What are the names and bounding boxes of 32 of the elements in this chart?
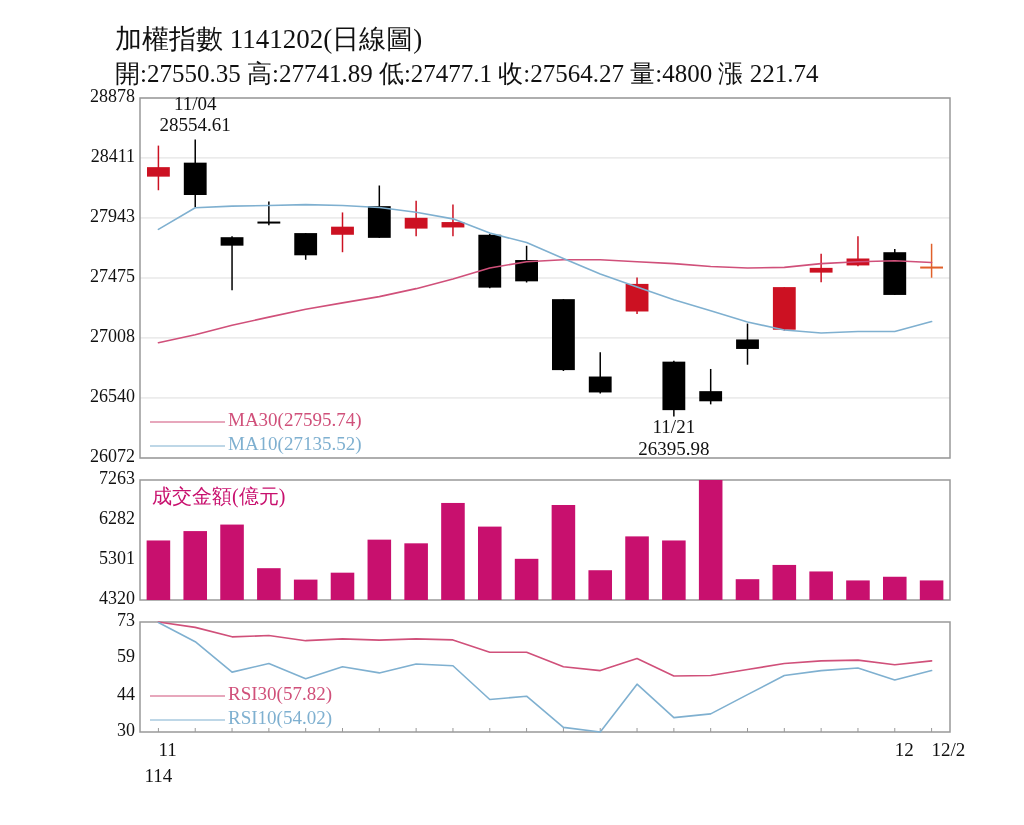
annotation: 11/21 26395.98	[638, 416, 710, 460]
x-tick-label: 12/2	[931, 739, 966, 761]
line-series	[157, 258, 933, 344]
legend-label: MA30(27595.74)	[228, 409, 362, 432]
y-tick-label: 28878	[90, 86, 135, 107]
y-tick-label: 27008	[90, 326, 135, 347]
y-tick-label: 28411	[90, 146, 135, 167]
legend-label: RSI30(57.82)	[228, 683, 332, 706]
chart-title: 加權指數 1141202(日線圖)	[115, 24, 423, 55]
line-series	[157, 621, 933, 733]
x-tick-label: 11	[158, 739, 177, 761]
y-tick-label: 26072	[90, 446, 135, 467]
y-tick-label: 5301	[99, 548, 135, 569]
y-tick-label: 6282	[99, 508, 135, 529]
y-tick-label: 26540	[90, 386, 135, 407]
legend-label: MA10(27135.52)	[228, 433, 362, 456]
chart-title: 成交金額(億元)	[152, 484, 286, 508]
line-series	[157, 203, 933, 334]
y-tick-label: 73	[117, 610, 135, 631]
legend-label: RSI10(54.02)	[228, 707, 332, 730]
text: 114	[144, 765, 173, 787]
y-tick-label: 30	[117, 720, 135, 741]
y-tick-label: 27943	[90, 206, 135, 227]
y-tick-label: 7263	[99, 468, 135, 489]
y-tick-label: 44	[117, 684, 135, 705]
y-tick-label: 4320	[99, 588, 135, 609]
line-series	[157, 621, 933, 677]
chart-subtitle: 開:27550.35 高:27741.89 低:27477.1 收:27564.27 量:4800 漲 221.74	[115, 59, 819, 87]
x-tick-label: 12	[894, 739, 914, 761]
y-tick-label: 27475	[90, 266, 135, 287]
y-tick-label: 59	[117, 645, 135, 666]
annotation: 11/04 28554.61	[159, 92, 231, 136]
